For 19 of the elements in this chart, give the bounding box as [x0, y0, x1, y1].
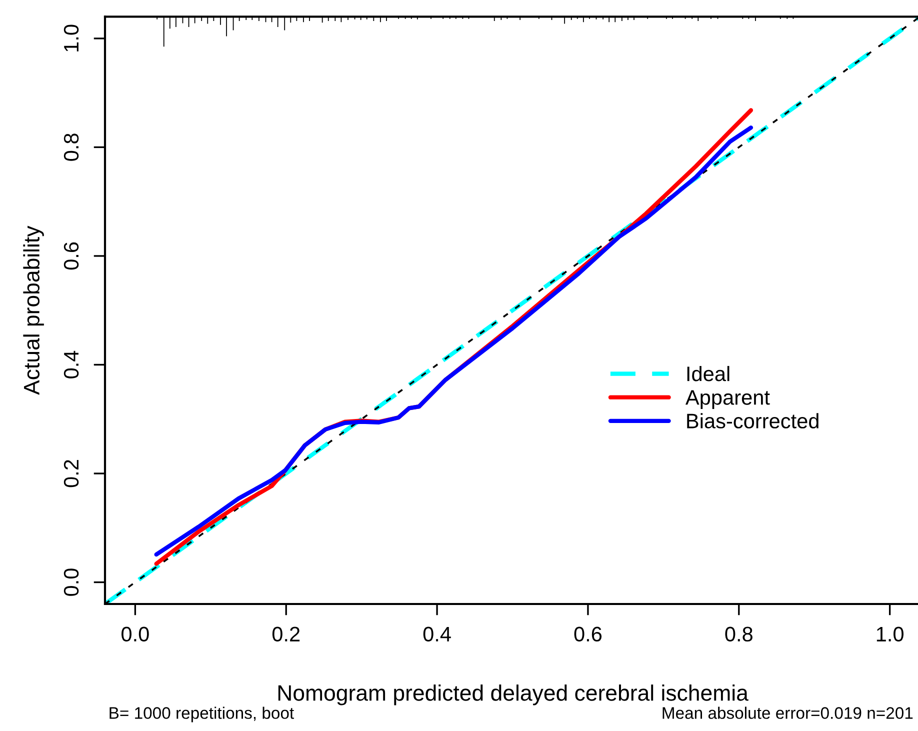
y-tick-label: 1.0: [64, 24, 79, 52]
legend-label: Apparent: [685, 390, 770, 409]
y-tick-label: 0.4: [64, 350, 79, 378]
y-tick-label: 0.8: [64, 134, 79, 161]
y-tick-label: 0.6: [64, 242, 79, 270]
x-tick-label: 0.0: [122, 626, 149, 642]
x-tick-label: 0.8: [725, 626, 752, 642]
text: Mean absolute error=0.019 n=201: [662, 706, 913, 719]
y-axis-title: Actual probability: [23, 226, 44, 395]
x-tick-label: 1.0: [876, 626, 904, 642]
legend-label: Ideal: [687, 366, 730, 382]
x-axis-title: Nomogram predicted delayed cerebral ischemia: [278, 684, 748, 706]
legend-label: Bias-corrected: [687, 413, 818, 428]
x-tick-label: 0.6: [574, 626, 602, 642]
y-tick-label: 0.0: [64, 568, 79, 596]
x-tick-label: 0.2: [272, 626, 300, 642]
text: B= 1000 repetitions, boot: [110, 706, 294, 722]
y-tick-label: 0.2: [64, 460, 79, 488]
x-tick-label: 0.4: [423, 626, 451, 642]
